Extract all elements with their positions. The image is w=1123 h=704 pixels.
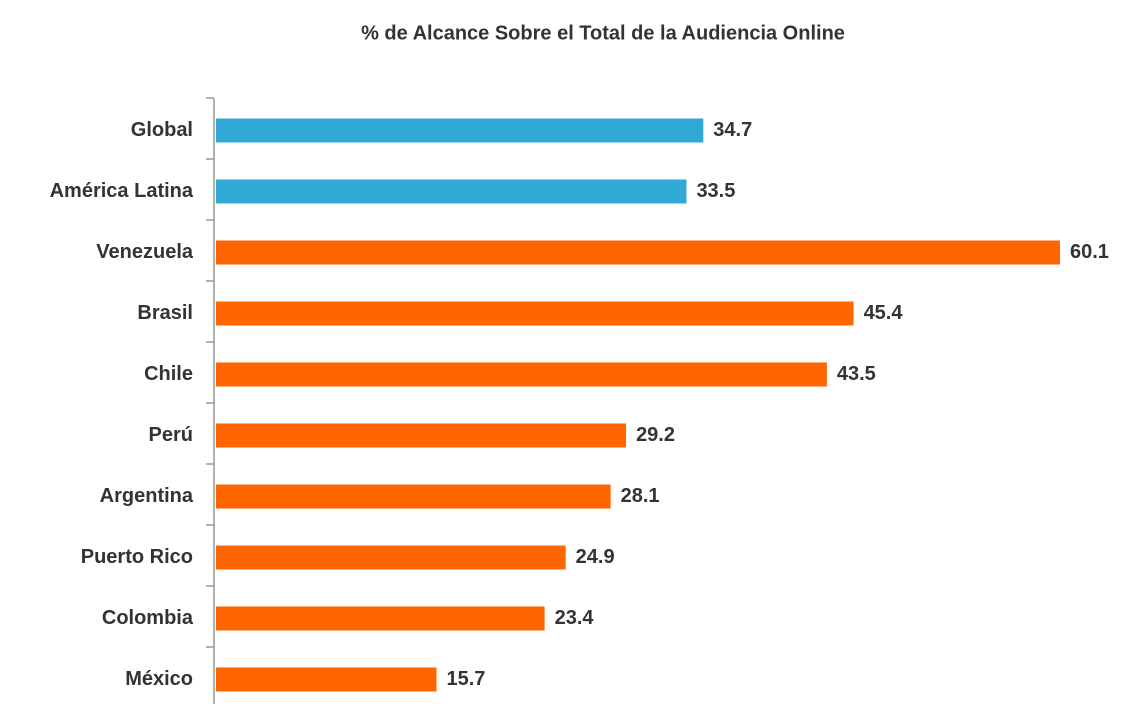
chart-title: % de Alcance Sobre el Total de la Audien…: [361, 22, 845, 44]
value-label: 43.5: [837, 363, 876, 385]
category-label: Perú: [149, 424, 193, 446]
category-label: América Latina: [50, 180, 194, 202]
value-label: 45.4: [864, 302, 904, 324]
category-label: Colombia: [102, 607, 194, 629]
category-label: México: [125, 668, 193, 690]
bar: [216, 484, 611, 509]
value-label: 60.1: [1070, 241, 1109, 263]
bar: [216, 240, 1060, 265]
bar: [216, 545, 566, 570]
category-label: Venezuela: [96, 241, 194, 263]
category-label: Chile: [144, 363, 193, 385]
bar: [216, 362, 827, 387]
value-label: 24.9: [576, 546, 615, 568]
bar: [216, 179, 687, 204]
category-label: Brasil: [137, 302, 193, 324]
bar: [216, 423, 627, 448]
bar: [216, 301, 854, 326]
value-label: 28.1: [621, 485, 660, 507]
value-label: 23.4: [555, 607, 595, 629]
category-label: Argentina: [100, 485, 194, 507]
bar: [216, 667, 437, 692]
bar: [216, 118, 704, 143]
bar: [216, 606, 545, 631]
value-label: 29.2: [636, 424, 675, 446]
category-label: Puerto Rico: [81, 546, 193, 568]
value-label: 34.7: [713, 119, 752, 141]
value-label: 15.7: [446, 668, 485, 690]
category-label: Global: [131, 119, 193, 141]
value-label: 33.5: [696, 180, 735, 202]
